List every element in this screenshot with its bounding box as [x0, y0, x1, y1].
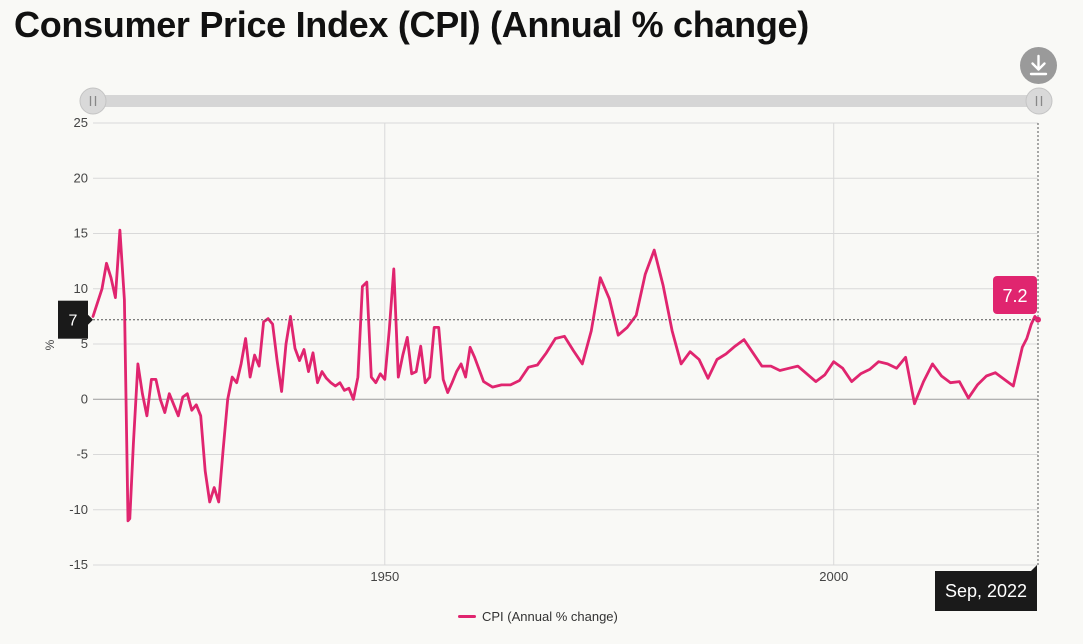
- download-icon: [1029, 54, 1048, 76]
- x-tick-label: 2000: [819, 569, 848, 584]
- date-tooltip-arrow: [1031, 565, 1037, 571]
- date-tooltip: [935, 571, 1037, 611]
- series-line-cpi: [91, 228, 1040, 523]
- y-crosshair-tag-arrow: [88, 314, 93, 325]
- gridlines: [93, 122, 1038, 566]
- y-tick-label: 15: [74, 226, 88, 241]
- page-title: Consumer Price Index (CPI) (Annual % cha…: [14, 4, 809, 45]
- y-axis-label: %: [43, 339, 57, 350]
- y-tick-label: 10: [74, 281, 88, 296]
- series-group: [91, 228, 1040, 523]
- legend-swatch: [458, 615, 476, 618]
- legend-label: CPI (Annual % change): [482, 609, 618, 624]
- last-point-marker: [1035, 316, 1041, 323]
- legend-item[interactable]: CPI (Annual % change): [458, 609, 618, 624]
- crosshair: 7 7.2 Sep, 2022: [58, 123, 1041, 611]
- value-tooltip: [993, 276, 1037, 314]
- range-slider[interactable]: [79, 87, 1053, 115]
- y-tick-label: 0: [81, 391, 88, 406]
- y-tick-label: -5: [76, 447, 88, 462]
- y-crosshair-tag: [58, 300, 88, 339]
- slider-right-handle[interactable]: [1025, 87, 1053, 115]
- slider-track[interactable]: [93, 95, 1039, 107]
- value-tooltip-label: 7.2: [1002, 286, 1027, 306]
- y-tick-label: -10: [69, 502, 88, 517]
- x-tick-label: 1950: [370, 569, 399, 584]
- y-tick-label: -15: [69, 557, 88, 572]
- axes: 25 20 15 10 5 0 -5 -10 -15 1950 2000: [69, 115, 848, 584]
- slider-left-handle[interactable]: [79, 87, 107, 115]
- y-crosshair-label: 7: [69, 313, 78, 330]
- y-tick-label: 20: [74, 170, 88, 185]
- y-tick-label: 5: [81, 336, 88, 351]
- date-tooltip-label: Sep, 2022: [945, 581, 1027, 601]
- download-button[interactable]: [1020, 47, 1057, 84]
- y-tick-label: 25: [74, 115, 88, 130]
